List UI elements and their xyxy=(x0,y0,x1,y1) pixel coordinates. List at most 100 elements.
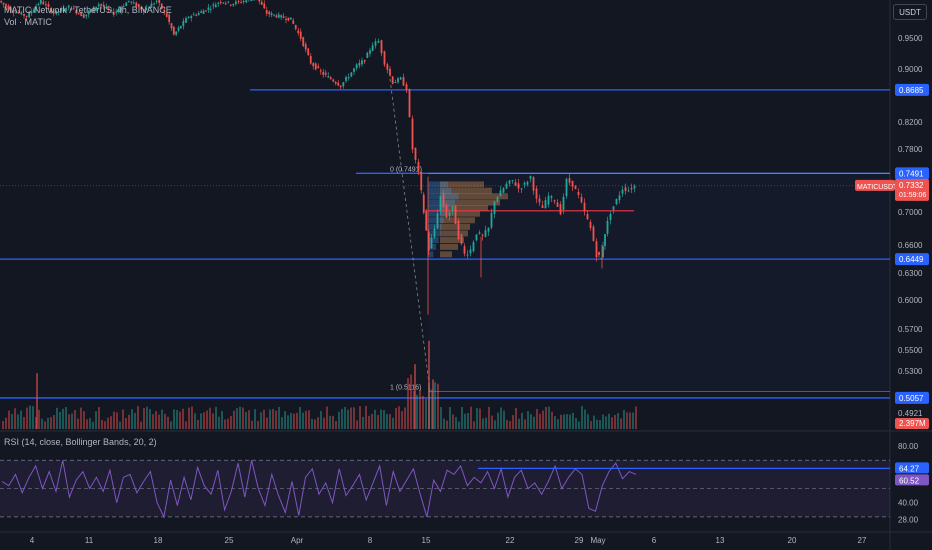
currency-button[interactable]: USDT xyxy=(893,4,927,20)
candle-body xyxy=(95,6,98,10)
volume-profile-bar xyxy=(440,217,475,224)
candle-body xyxy=(260,1,263,5)
candle-body xyxy=(125,2,128,7)
volume-bar xyxy=(590,421,592,429)
candle-body xyxy=(235,1,237,4)
volume-bar xyxy=(548,406,550,429)
volume-bar xyxy=(107,417,109,429)
volume-bar xyxy=(473,421,475,429)
volume-profile-bar xyxy=(440,205,488,212)
volume-bar xyxy=(59,411,61,429)
candle-body xyxy=(386,64,389,70)
volume-bar xyxy=(290,412,292,429)
candle-body xyxy=(490,212,493,228)
candle-body xyxy=(62,7,65,12)
last-price-label: 0.7332 xyxy=(899,181,924,190)
rsi-value-label: 60.52 xyxy=(899,476,920,485)
volume-bar xyxy=(176,410,178,429)
volume-bar xyxy=(380,409,382,429)
candle-body xyxy=(37,4,40,6)
volume-bar xyxy=(455,417,457,429)
volume-bar xyxy=(509,421,511,429)
candle-body xyxy=(433,228,436,238)
candle-body xyxy=(15,12,17,14)
candle-body xyxy=(177,27,180,31)
volume-bar xyxy=(572,412,574,429)
candle-body xyxy=(499,190,502,197)
candle-body xyxy=(454,205,457,224)
candle-body xyxy=(192,14,195,16)
candle-body xyxy=(122,6,125,8)
candle-body xyxy=(347,77,350,79)
volume-bar xyxy=(584,409,586,429)
volume-profile-bar xyxy=(440,210,480,217)
volume-bar xyxy=(563,414,565,429)
volume-bar xyxy=(26,407,28,429)
candle-body xyxy=(50,8,52,13)
candle-body xyxy=(2,2,5,5)
time-tick-label: Apr xyxy=(291,536,304,545)
candle-body xyxy=(132,2,135,4)
candle-body xyxy=(405,84,408,91)
candle-body xyxy=(289,17,292,20)
volume-bar xyxy=(155,411,157,429)
volume-bar xyxy=(65,407,67,429)
volume-bar xyxy=(551,411,553,429)
volume-bar xyxy=(83,411,85,429)
volume-bar xyxy=(185,421,187,429)
volume-bar xyxy=(404,407,406,429)
volume-bar xyxy=(362,416,364,429)
volume-bar xyxy=(317,417,319,429)
volume-bar xyxy=(23,416,25,429)
volume-bar xyxy=(239,406,241,429)
time-tick-label: 25 xyxy=(225,536,234,545)
volume-bar xyxy=(293,413,295,429)
candle-body xyxy=(137,3,140,7)
candle-body xyxy=(82,14,85,18)
candle-body xyxy=(195,14,198,16)
volume-bar xyxy=(332,415,334,429)
candle-body xyxy=(190,16,193,18)
candle-body xyxy=(182,20,185,27)
volume-bar xyxy=(365,405,367,429)
volume-bar xyxy=(17,414,19,429)
volume-profile-bar xyxy=(440,230,468,237)
candle-body xyxy=(463,246,466,254)
candle-body xyxy=(430,237,433,249)
volume-bar xyxy=(587,414,589,429)
candle-body xyxy=(389,68,391,76)
volume-bar xyxy=(302,412,304,429)
candle-body xyxy=(107,8,110,10)
volume-bar xyxy=(224,419,226,429)
candle-body xyxy=(427,232,430,251)
volume-bar xyxy=(284,411,286,429)
candle-body xyxy=(420,171,423,191)
volume-bar xyxy=(131,409,133,429)
volume-bar xyxy=(36,373,38,429)
candle-body xyxy=(327,76,330,78)
volume-bar xyxy=(164,413,166,429)
volume-bar xyxy=(230,416,232,429)
candle-body xyxy=(39,0,42,4)
volume-bar xyxy=(101,419,103,429)
volume-bar xyxy=(296,412,298,429)
candle-body xyxy=(571,180,574,187)
candle-body xyxy=(606,220,609,234)
candle-body xyxy=(170,23,173,29)
fib-trend-line xyxy=(389,78,431,392)
candle-body xyxy=(277,14,280,18)
volume-bar xyxy=(272,408,274,429)
volume-bar xyxy=(491,415,493,429)
volume-bar xyxy=(44,421,46,429)
volume-bar xyxy=(419,389,421,429)
volume-profile-bar xyxy=(440,223,470,230)
candle-body xyxy=(514,182,517,186)
volume-bar xyxy=(359,406,361,429)
volume-bar xyxy=(323,417,325,429)
volume-bar xyxy=(632,412,634,429)
candle-body xyxy=(445,205,448,218)
price-tick-label: 0.6300 xyxy=(898,269,923,278)
volume-bar xyxy=(89,418,91,429)
candle-body xyxy=(28,12,31,18)
